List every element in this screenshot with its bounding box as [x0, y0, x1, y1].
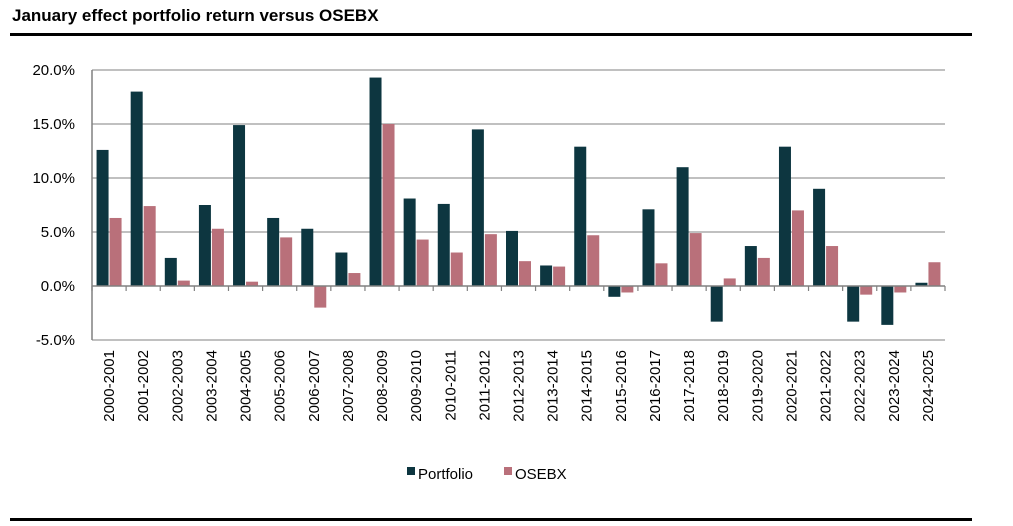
bar-portfolio — [574, 146, 587, 286]
bar-osebx — [143, 206, 156, 286]
bar-osebx — [246, 281, 259, 286]
bar-portfolio — [164, 257, 177, 286]
bar-portfolio — [335, 252, 348, 286]
bar-portfolio — [369, 77, 382, 286]
x-tick-label: 2022-2023 — [852, 350, 869, 422]
legend-label-portfolio: Portfolio — [418, 466, 473, 483]
x-tick-label: 2005-2006 — [272, 350, 289, 422]
bar-portfolio — [778, 146, 791, 286]
bar-osebx — [587, 235, 600, 286]
bar-portfolio — [96, 149, 109, 286]
bar-portfolio — [744, 246, 757, 286]
bar-portfolio — [813, 188, 826, 286]
bar-portfolio — [301, 228, 314, 286]
legend-label-osebx: OSEBX — [515, 466, 567, 483]
x-tick-label: 2016-2017 — [647, 350, 664, 422]
bar-osebx — [211, 228, 224, 286]
bar-portfolio — [540, 265, 553, 286]
y-tick-label: 0.0% — [41, 278, 75, 295]
bar-portfolio — [506, 230, 518, 286]
bar-portfolio — [130, 91, 143, 286]
bar-portfolio — [847, 286, 860, 322]
bar-osebx — [860, 286, 873, 295]
bar-osebx — [314, 286, 327, 308]
x-tick-label: 2021-2022 — [818, 350, 835, 422]
bar-portfolio — [881, 286, 894, 325]
x-tick-label: 2010-2011 — [442, 350, 459, 421]
x-tick-label: 2006-2007 — [306, 350, 323, 422]
bar-portfolio — [267, 217, 280, 286]
x-tick-label: 2008-2009 — [374, 350, 391, 422]
bar-osebx — [894, 286, 907, 293]
bar-osebx — [928, 262, 941, 286]
bar-osebx — [621, 286, 634, 293]
bar-portfolio — [710, 286, 723, 322]
x-tick-label: 2020-2021 — [783, 350, 800, 422]
bar-osebx — [382, 124, 395, 286]
y-tick-label: 20.0% — [32, 62, 75, 79]
bar-osebx — [553, 266, 566, 286]
legend-swatch-osebx — [504, 467, 512, 475]
bar-osebx — [826, 246, 839, 286]
x-tick-label: 2019-2020 — [749, 350, 766, 422]
bar-osebx — [109, 217, 122, 286]
bar-portfolio — [471, 129, 484, 286]
y-tick-label: 15.0% — [32, 116, 75, 133]
bar-portfolio — [403, 198, 416, 286]
x-tick-label: 2001-2002 — [135, 350, 152, 422]
bar-osebx — [655, 263, 668, 286]
bar-osebx — [723, 278, 736, 286]
bar-portfolio — [642, 209, 655, 286]
bar-osebx — [450, 252, 463, 286]
bar-osebx — [757, 257, 770, 286]
x-tick-label: 2018-2019 — [715, 350, 732, 422]
bar-osebx — [689, 233, 702, 286]
x-tick-label: 2012-2013 — [511, 350, 528, 422]
bar-osebx — [177, 280, 190, 286]
y-tick-label: 5.0% — [41, 224, 75, 241]
x-tick-label: 2015-2016 — [613, 350, 630, 422]
bar-portfolio — [676, 167, 689, 286]
x-tick-label: 2023-2024 — [886, 350, 903, 422]
x-tick-label: 2004-2005 — [238, 350, 255, 422]
x-tick-label: 2009-2010 — [408, 350, 425, 422]
bar-osebx — [791, 210, 804, 286]
y-tick-label: -5.0% — [36, 332, 75, 349]
bar-osebx — [484, 234, 497, 286]
bar-osebx — [348, 273, 361, 286]
bar-portfolio — [233, 125, 246, 286]
x-tick-label: 2003-2004 — [203, 350, 220, 422]
bottom-rule — [10, 518, 972, 521]
bar-portfolio — [915, 282, 928, 286]
top-rule — [10, 33, 972, 36]
bar-portfolio — [437, 203, 450, 286]
chart-title: January effect portfolio return versus O… — [12, 6, 379, 25]
bar-osebx — [280, 237, 293, 286]
x-tick-label: 2007-2008 — [340, 350, 357, 422]
x-tick-label: 2013-2014 — [545, 350, 562, 422]
y-tick-label: 10.0% — [32, 170, 75, 187]
x-tick-label: 2014-2015 — [579, 350, 596, 422]
x-tick-label: 2000-2001 — [101, 350, 118, 422]
bar-osebx — [416, 239, 429, 286]
x-tick-label: 2011-2012 — [476, 350, 493, 421]
x-tick-label: 2024-2025 — [920, 350, 937, 422]
bar-osebx — [519, 261, 531, 286]
bar-portfolio — [608, 286, 621, 297]
x-tick-label: 2017-2018 — [681, 350, 698, 422]
legend-swatch-portfolio — [407, 467, 415, 475]
bar-portfolio — [198, 205, 211, 286]
x-tick-label: 2002-2003 — [169, 350, 186, 422]
